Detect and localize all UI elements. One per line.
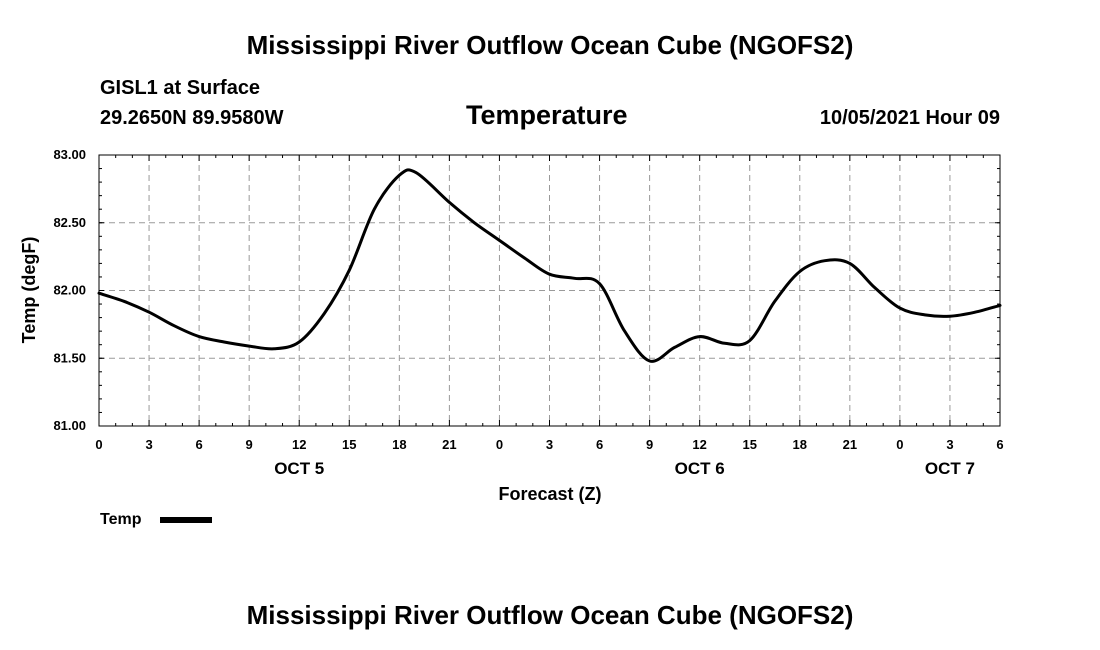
forecast-datetime: 10/05/2021 Hour 09: [819, 107, 1000, 129]
x-tick-label: 0: [496, 437, 503, 452]
x-tick-label: 6: [195, 437, 202, 452]
date-label: OCT 7: [925, 459, 975, 478]
y-tick-label: 82.50: [53, 215, 86, 230]
plot-frame: [98, 154, 1001, 427]
y-tick-label: 83.00: [53, 147, 86, 162]
x-tick-label: 18: [793, 437, 807, 452]
legend-label: Temp: [100, 511, 142, 528]
x-tick-label: 0: [896, 437, 903, 452]
y-tick-label: 81.50: [53, 350, 86, 365]
x-tick-label: 15: [342, 437, 356, 452]
x-tick-label: 21: [843, 437, 857, 452]
x-tick-label: 3: [946, 437, 953, 452]
chart-title-top: Mississippi River Outflow Ocean Cube (NG…: [246, 30, 854, 60]
variable-title: Temperature: [466, 100, 628, 130]
y-tick-label: 82.00: [53, 283, 86, 298]
date-label: OCT 6: [675, 459, 725, 478]
station-label: GISL1 at Surface: [100, 77, 261, 99]
date-label: OCT 5: [274, 459, 324, 478]
x-tick-label: 3: [546, 437, 553, 452]
x-axis-title: Forecast (Z): [498, 484, 601, 504]
x-tick-label: 18: [392, 437, 406, 452]
station-coordinates: 29.2650N 89.9580W: [100, 107, 284, 129]
x-tick-label: 12: [292, 437, 306, 452]
chart-title-bottom: Mississippi River Outflow Ocean Cube (NG…: [246, 600, 854, 630]
series-line-temp: [97, 168, 1002, 363]
y-tick-label: 81.00: [53, 418, 86, 433]
x-tick-label: 21: [442, 437, 456, 452]
x-tick-label: 9: [246, 437, 253, 452]
x-tick-label: 9: [646, 437, 653, 452]
x-tick-label: 15: [742, 437, 756, 452]
x-tick-label: 6: [996, 437, 1003, 452]
x-tick-label: 12: [692, 437, 706, 452]
x-tick-label: 6: [596, 437, 603, 452]
x-tick-label: 3: [145, 437, 152, 452]
y-axis-title: Temp (degF): [19, 237, 39, 344]
x-tick-label: 0: [95, 437, 102, 452]
